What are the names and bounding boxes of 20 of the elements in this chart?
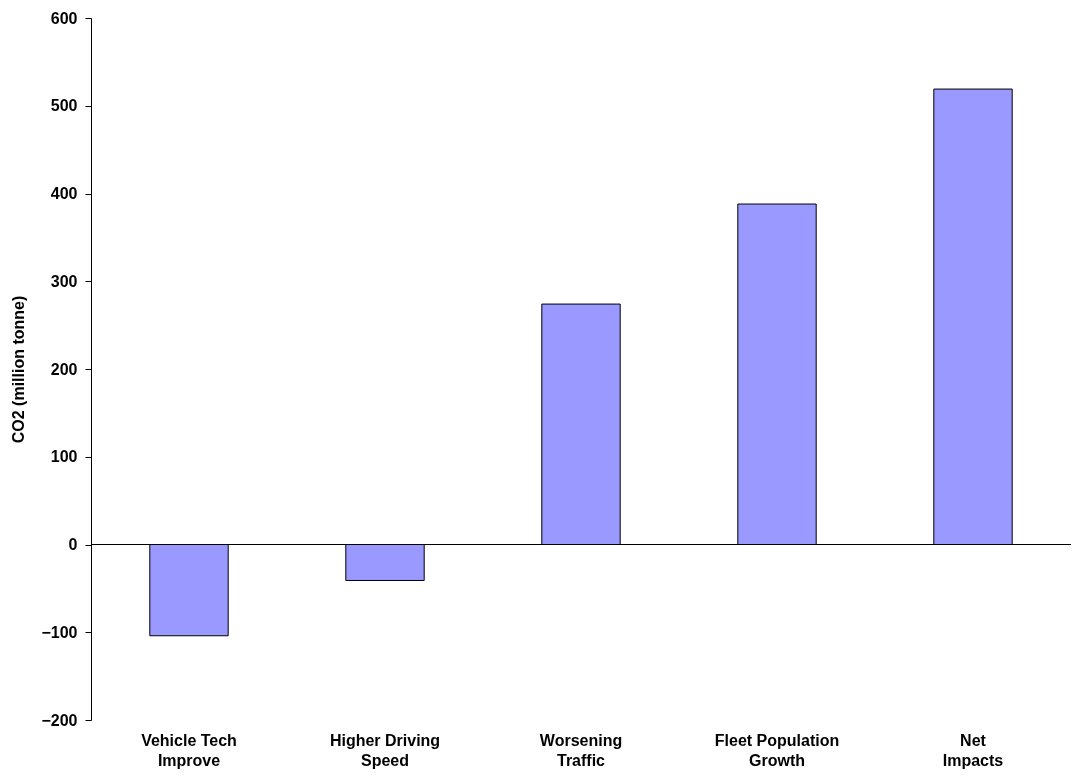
- bar: [149, 544, 229, 637]
- bar: [541, 303, 621, 545]
- y-axis-title: CO2 (million tonne): [10, 295, 28, 444]
- x-tick-label: Fleet Population Growth: [714, 731, 840, 769]
- y-tick-label: 100: [50, 448, 78, 466]
- bar: [933, 88, 1013, 545]
- y-tick-label: −100: [41, 623, 78, 641]
- bar: [737, 203, 817, 545]
- y-tick-label: 200: [50, 360, 78, 378]
- y-tick-label: 600: [50, 9, 78, 27]
- x-tick-label: Worsening Traffic: [539, 731, 623, 769]
- y-tick-label: 300: [50, 272, 78, 290]
- x-tick-label: Vehicle Tech Improve: [141, 731, 237, 769]
- y-tick-label: 400: [50, 185, 78, 202]
- bar: [345, 544, 425, 581]
- x-tick-label: Net Impacts: [942, 731, 1004, 769]
- x-tick-label: Higher Driving Speed: [329, 731, 441, 769]
- y-tick-label: 0: [68, 536, 78, 553]
- y-tick-label: 500: [50, 97, 78, 115]
- y-tick-label: −200: [41, 711, 78, 729]
